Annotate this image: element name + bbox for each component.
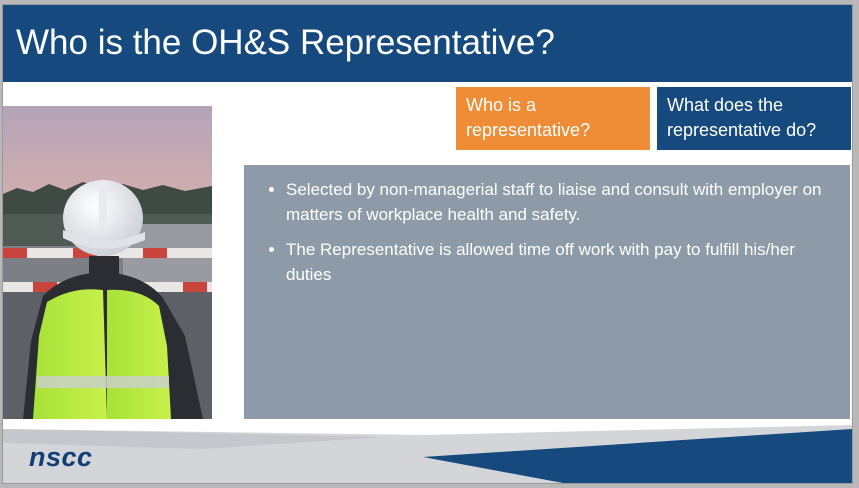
tab-what-does-representative-do[interactable]: What does the representative do? [657,87,851,150]
tab-who-is-representative[interactable]: Who is a representative? [456,87,650,150]
worker-photo [3,106,212,419]
bullet-item: The Representative is allowed time off w… [286,237,832,287]
slide: Who is the OH&S Representative? [3,5,852,483]
nscc-logo: nscc [29,442,93,472]
title-bar: Who is the OH&S Representative? [3,5,852,82]
bullet-item: Selected by non-managerial staff to liai… [286,177,832,227]
slide-title: Who is the OH&S Representative? [16,23,555,62]
bullet-list: Selected by non-managerial staff to liai… [266,177,832,287]
footer-swoosh [3,425,852,483]
content-box: Selected by non-managerial staff to liai… [244,165,850,419]
